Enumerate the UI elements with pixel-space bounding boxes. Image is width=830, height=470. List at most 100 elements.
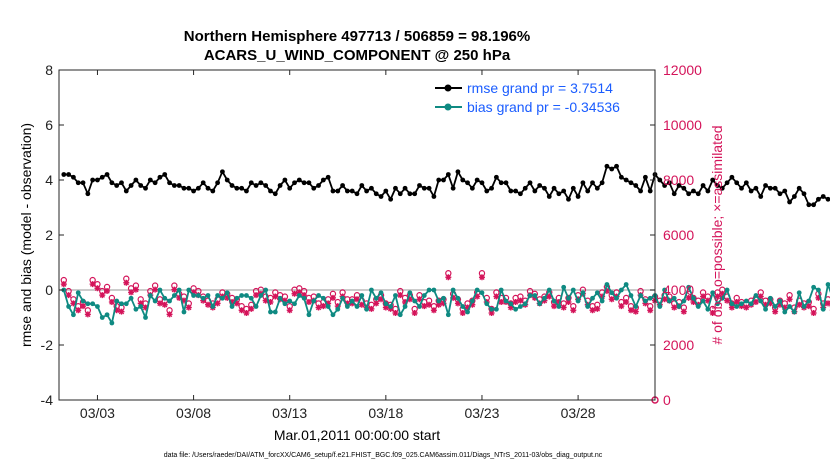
obs-assimilated-marker	[488, 310, 495, 316]
bias-point	[71, 312, 76, 318]
rmse-point	[743, 180, 749, 186]
bias-point	[234, 295, 240, 301]
bias-point	[542, 295, 547, 301]
bias-point	[258, 293, 264, 298]
rmse-point	[80, 180, 86, 186]
rmse-point	[638, 188, 643, 194]
bias-point	[647, 295, 653, 301]
rmse-point	[200, 180, 206, 186]
rmse-point	[364, 188, 370, 194]
rmse-point	[244, 188, 249, 194]
obs-assimilated-marker	[248, 305, 255, 312]
bias-point	[123, 301, 129, 307]
rmse-point	[479, 180, 485, 186]
bias-point	[508, 301, 514, 307]
bias-point	[527, 293, 533, 298]
bias-point	[349, 298, 355, 304]
rmse-point	[628, 180, 634, 186]
bias-point	[474, 287, 480, 293]
bias-point	[176, 287, 182, 293]
obs-assimilated-marker	[512, 299, 519, 305]
bias-point	[493, 306, 499, 312]
bias-point	[335, 306, 341, 312]
bias-point	[80, 298, 86, 304]
bias-point	[772, 304, 778, 309]
rmse-point	[787, 199, 792, 205]
bias-point	[75, 290, 81, 296]
rmse-point	[167, 180, 172, 186]
rmse-point	[181, 185, 187, 191]
bias-point	[104, 312, 110, 318]
obs-assimilated-marker	[156, 300, 163, 307]
bias-point	[210, 304, 216, 309]
rmse-point	[777, 191, 783, 197]
rmse-point	[710, 177, 716, 183]
bias-point	[580, 290, 586, 296]
bias-point	[628, 293, 634, 298]
rmse-point	[580, 180, 586, 186]
bias-point	[522, 301, 528, 307]
rmse-point	[436, 177, 442, 183]
left-tick-label: 8	[45, 62, 53, 78]
rmse-point	[623, 177, 629, 183]
rmse-point	[681, 185, 687, 191]
obs-assimilated-marker	[373, 300, 380, 307]
bias-point	[445, 312, 451, 318]
chart-title-line2: ACARS_U_WIND_COMPONENT @ 250 hPa	[204, 47, 511, 64]
bias-point	[484, 301, 490, 307]
rmse-point	[503, 180, 509, 186]
bias-point	[585, 304, 591, 309]
rmse-point	[642, 174, 648, 180]
rmse-point	[61, 172, 67, 177]
obs-assimilated-marker	[60, 281, 67, 288]
bias-point	[782, 309, 788, 315]
legend: rmse grand pr = 3.7514 bias grand pr = -…	[430, 75, 650, 115]
bias-point	[316, 293, 321, 298]
right-tick-label: 2000	[663, 337, 694, 353]
rmse-point	[474, 177, 480, 183]
obs-assimilated-marker	[286, 307, 293, 314]
x-axis-ticks: 03/03 03/08 03/13 03/18 03/23 03/28	[80, 70, 596, 421]
rmse-point	[143, 185, 148, 191]
obs-assimilated-marker	[459, 310, 466, 316]
rmse-point	[248, 180, 254, 186]
bias-point	[599, 298, 605, 304]
obs-assimilated-marker	[781, 304, 788, 311]
bias-point	[518, 304, 523, 309]
rmse-point	[373, 191, 379, 197]
rmse-point	[421, 185, 427, 191]
rmse-point	[609, 166, 615, 172]
bias-point	[594, 290, 600, 296]
obs-assimilated-marker	[315, 304, 322, 311]
bias-point	[758, 298, 764, 304]
right-tick-label: 8000	[663, 172, 694, 188]
bias-point	[566, 295, 571, 301]
bias-point	[253, 304, 259, 309]
left-tick-label: 0	[45, 282, 53, 298]
rmse-point	[186, 185, 192, 191]
data-file-footnote: data file: /Users/raeder/DAI/ATM_forcXX/…	[164, 452, 603, 459]
legend-box	[430, 75, 650, 115]
obs-assimilated-marker	[478, 274, 485, 281]
bias-point	[292, 301, 297, 307]
bias-point	[575, 298, 581, 304]
rmse-point	[662, 183, 668, 188]
bias-point	[373, 295, 379, 301]
bias-point	[460, 304, 466, 309]
obs-assimilated-marker	[743, 304, 750, 311]
obs-assimilated-marker	[132, 286, 139, 293]
rmse-point	[354, 191, 360, 197]
right-tick-label: 6000	[663, 227, 694, 243]
bias-point	[215, 293, 221, 298]
rmse-point	[195, 185, 201, 191]
left-tick-label: -2	[41, 337, 54, 353]
bias-point	[777, 298, 783, 304]
bias-point	[667, 298, 672, 304]
bias-point	[811, 284, 817, 290]
rmse-point	[791, 194, 797, 199]
bias-point	[393, 293, 398, 298]
rmse-point	[258, 180, 264, 186]
rmse-point	[383, 188, 389, 194]
obs-assimilated-marker	[123, 279, 130, 286]
bias-point	[417, 304, 422, 309]
